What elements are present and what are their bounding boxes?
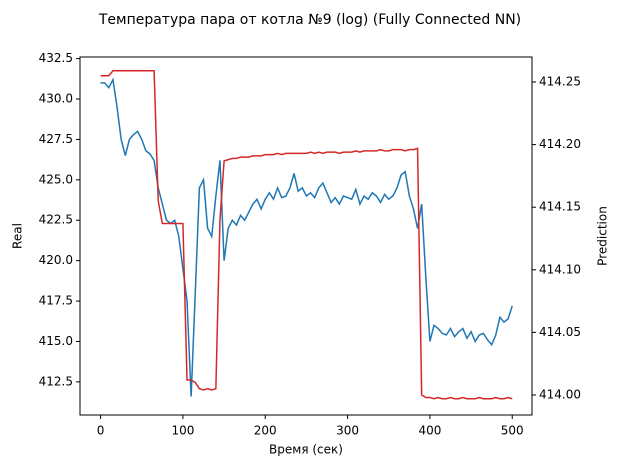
y-tick-label: 425.0 bbox=[39, 172, 73, 186]
y2-tick-label: 414.25 bbox=[539, 75, 581, 89]
x-tick-label: 300 bbox=[336, 424, 359, 438]
y2-tick-label: 414.10 bbox=[539, 262, 581, 276]
x-tick-label: 400 bbox=[418, 424, 441, 438]
y2-tick-label: 414.05 bbox=[539, 325, 581, 339]
x-tick-label: 0 bbox=[97, 424, 105, 438]
x-axis-label: Время (сек) bbox=[269, 443, 343, 457]
y-tick-label: 430.0 bbox=[39, 92, 73, 106]
x-tick-label: 100 bbox=[171, 424, 194, 438]
y2-tick-label: 414.15 bbox=[539, 200, 581, 214]
x-tick-label: 200 bbox=[254, 424, 277, 438]
data-line bbox=[100, 77, 513, 397]
y-tick-label: 422.5 bbox=[39, 213, 73, 227]
y2-tick-label: 414.00 bbox=[539, 387, 581, 401]
y-tick-label: 432.5 bbox=[39, 51, 73, 65]
y-axis-label: Real bbox=[11, 223, 25, 249]
y2-axis-label: Prediction bbox=[596, 206, 610, 266]
data-line bbox=[100, 70, 513, 400]
y-tick-label: 415.0 bbox=[39, 334, 73, 348]
y-tick-label: 427.5 bbox=[39, 132, 73, 146]
y2-tick-label: 414.20 bbox=[539, 137, 581, 151]
y-tick-label: 412.5 bbox=[39, 374, 73, 388]
plot-frame bbox=[79, 56, 533, 416]
x-tick-label: 500 bbox=[501, 424, 524, 438]
y-tick-label: 420.0 bbox=[39, 253, 73, 267]
y-tick-label: 417.5 bbox=[39, 294, 73, 308]
chart-title: Температура пара от котла №9 (log) (Full… bbox=[98, 12, 521, 28]
